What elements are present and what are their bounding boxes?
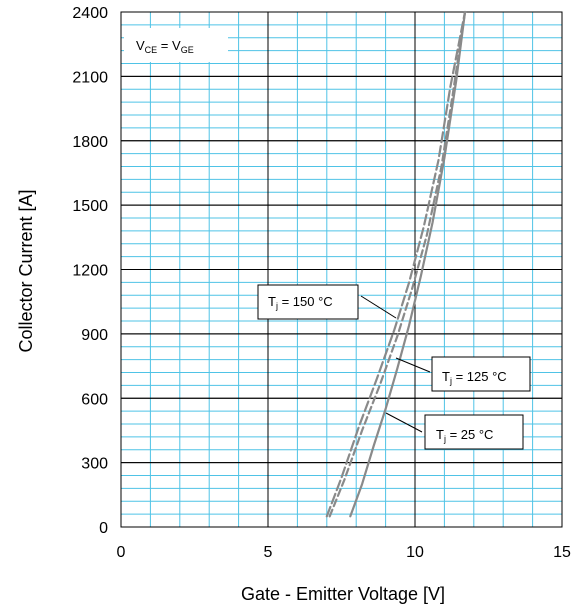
y-tick-label: 900 <box>81 327 108 344</box>
label-25-rest: = 25 °C <box>446 427 493 442</box>
series-line-0 <box>349 10 467 518</box>
series-line-2 <box>325 10 467 518</box>
y-tick-label: 300 <box>81 456 108 473</box>
annotation-150: Tj = 150 °C <box>257 284 397 320</box>
grid <box>121 12 562 527</box>
label-125-prefix: T <box>442 369 450 384</box>
y-tick-label: 2400 <box>72 5 108 22</box>
x-tick-label: 0 <box>117 544 126 561</box>
condition-sub2: GE <box>181 45 194 55</box>
svg-text:VCE = VGE: VCE = VGE <box>136 38 194 55</box>
annotation-25: Tj = 25 °C <box>385 412 524 450</box>
label-150-sub: j <box>275 301 278 311</box>
series-line-1 <box>328 10 467 518</box>
label-125-sub: j <box>449 376 452 386</box>
svg-text:Tj = 125 °C: Tj = 125 °C <box>442 369 507 386</box>
svg-text:Tj = 150 °C: Tj = 150 °C <box>268 294 333 311</box>
y-tick-label: 0 <box>99 520 108 537</box>
x-tick-label: 5 <box>264 544 273 561</box>
svg-text:Tj = 25 °C: Tj = 25 °C <box>436 427 493 444</box>
y-tick-label: 1500 <box>72 198 108 215</box>
label-25-prefix: T <box>436 427 444 442</box>
x-axis-label: Gate - Emitter Voltage [V] <box>241 584 445 604</box>
y-tick-label: 1200 <box>72 263 108 280</box>
annotation-125: Tj = 125 °C <box>395 356 531 392</box>
condition-prefix: V <box>136 38 145 53</box>
y-tick-label: 2100 <box>72 69 108 86</box>
label-125-rest: = 125 °C <box>452 369 507 384</box>
x-tick-label: 10 <box>406 544 424 561</box>
plot-frame <box>120 11 563 528</box>
y-tick-label: 1800 <box>72 134 108 151</box>
y-axis-label: Collector Current [A] <box>16 189 36 352</box>
label-150-rest: = 150 °C <box>278 294 333 309</box>
label-150-prefix: T <box>268 294 276 309</box>
y-tick-labels: 0 300 600 900 1200 1500 1800 2100 2400 <box>72 5 108 537</box>
x-tick-label: 15 <box>553 544 571 561</box>
label-25-sub: j <box>443 434 446 444</box>
condition-sub1: CE <box>145 45 158 55</box>
condition-box: VCE = VGE <box>124 28 228 62</box>
series-group <box>325 10 467 518</box>
x-tick-labels: 0 5 10 15 <box>117 544 571 561</box>
y-tick-label: 600 <box>81 391 108 408</box>
condition-mid: = V <box>157 38 181 53</box>
